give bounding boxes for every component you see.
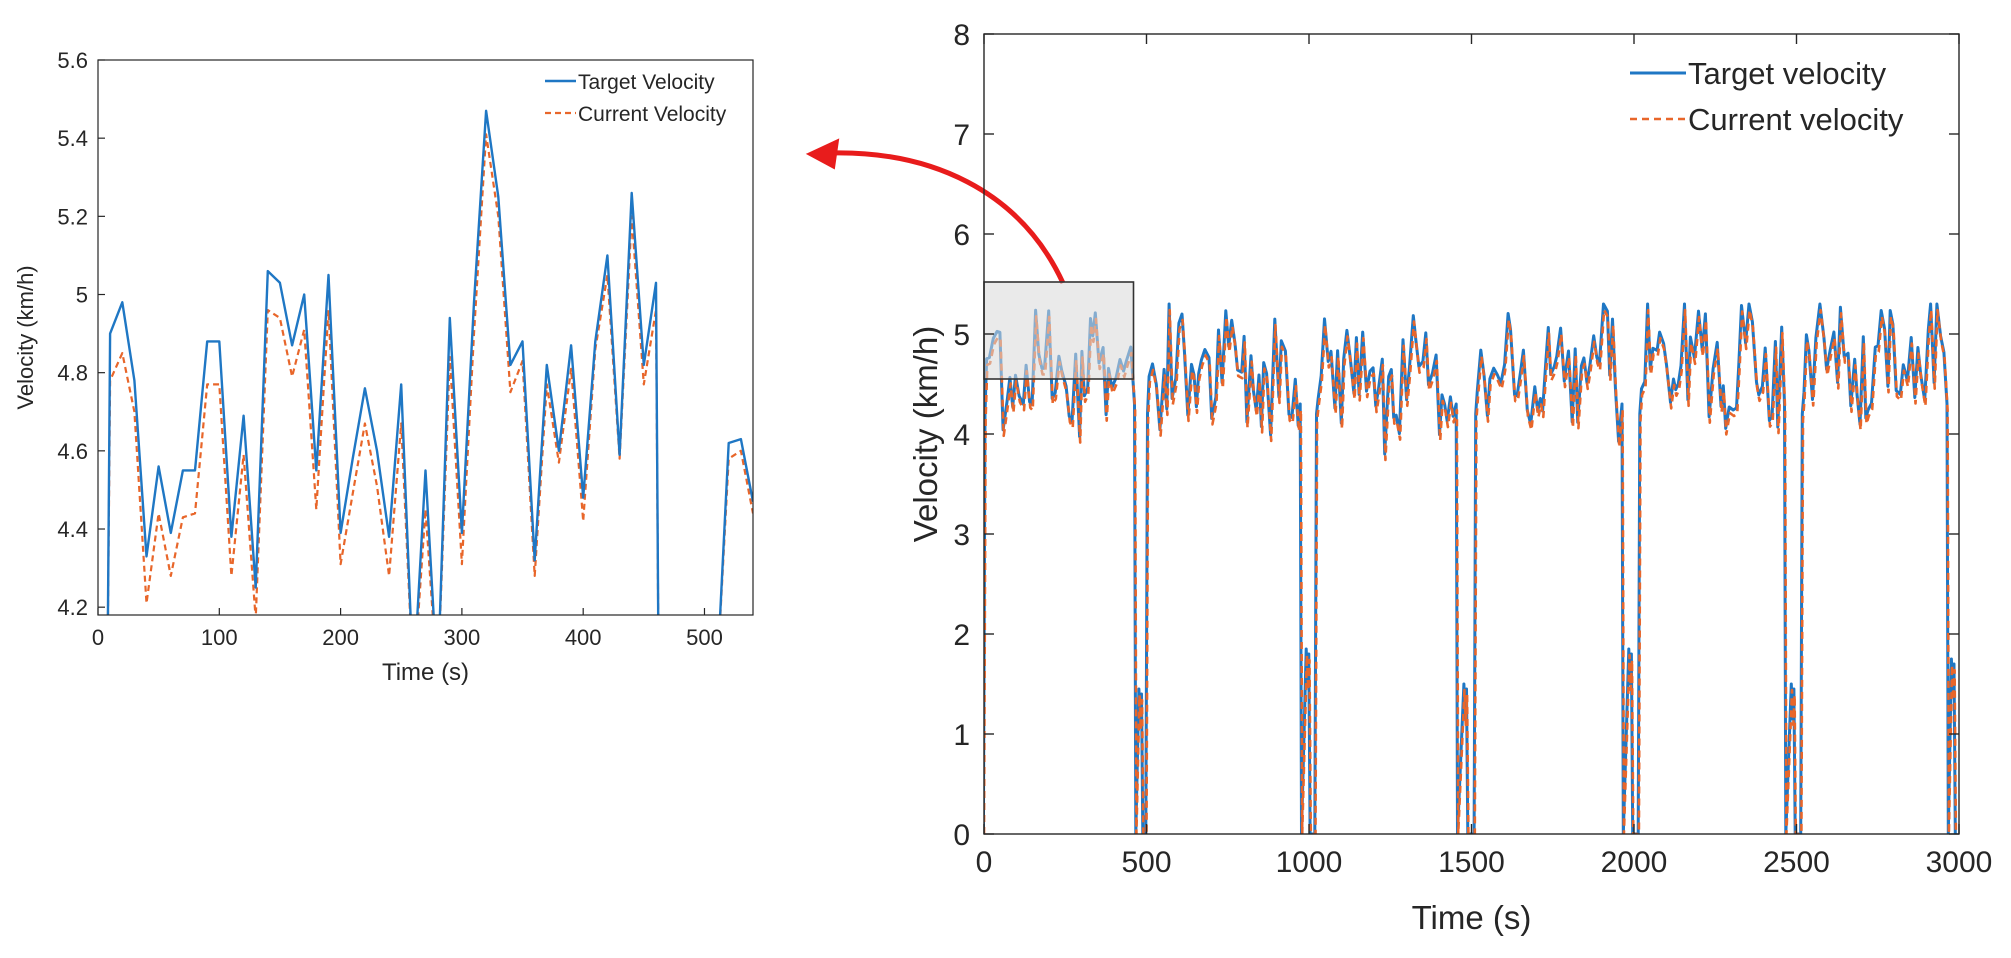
zoom-x-tick-label: 0 (92, 625, 104, 650)
main-x-tick-label: 500 (1121, 846, 1171, 879)
zoom-ticks: 0 100 200 300 400 500 4.2 4.4 4.6 4.8 5 5.2 5.4 5.6 (57, 48, 722, 650)
arrow-curve (827, 150, 1066, 285)
zoom-y-tick-label: 4.4 (57, 517, 88, 542)
main-y-tick-label: 0 (953, 819, 970, 852)
zoom-y-axis-label: Velocity (km/h) (13, 265, 38, 409)
main-axes-frame (983, 33, 1960, 835)
main-y-tick-label: 1 (953, 719, 970, 752)
main-x-axis-label: Time (s) (1412, 899, 1532, 936)
zoom-target-velocity-line (718, 437, 753, 615)
main-x-tick-label: 2500 (1763, 846, 1830, 879)
main-y-tick-label: 7 (953, 119, 970, 152)
arrow-head (805, 138, 840, 170)
main-y-axis-label: Velocity (km/h) (907, 326, 944, 542)
zoom-x-tick-label: 100 (201, 625, 238, 650)
zoom-x-tick-label: 400 (565, 625, 602, 650)
zoom-y-tick-label: 5.2 (57, 204, 88, 229)
zoom-legend: Target Velocity Current Velocity (545, 71, 727, 126)
zoom-y-tick-label: 4.8 (57, 361, 88, 386)
main-chart: 0 500 1000 1500 2000 2500 3000 0 1 2 3 4 5 6 7 8 Time (… (907, 19, 1992, 936)
main-x-tick-label: 2000 (1601, 846, 1668, 879)
main-y-tick-label: 8 (953, 19, 970, 52)
main-legend-target-label: Target velocity (1688, 56, 1887, 91)
main-zoom-region-box (983, 281, 1135, 380)
zoom-target-velocity-line (106, 109, 660, 615)
zoom-axes-frame (97, 59, 754, 616)
zoom-y-tick-label: 4.6 (57, 439, 88, 464)
zoom-x-tick-label: 200 (322, 625, 359, 650)
zoom-legend-current-label: Current Velocity (578, 103, 727, 126)
zoom-y-tick-label: 5 (76, 283, 88, 308)
main-y-tick-label: 5 (953, 319, 970, 352)
main-y-tick-label: 3 (953, 519, 970, 552)
zoom-connector-arrow (805, 138, 1066, 285)
zoom-legend-target-label: Target Velocity (578, 71, 715, 94)
main-legend: Target velocity Current velocity (1630, 56, 1904, 137)
zoom-chart: 0 100 200 300 400 500 4.2 4.4 4.6 4.8 5 5.2 5.4 5.6 T… (13, 48, 754, 686)
main-legend-current-label: Current velocity (1688, 102, 1904, 137)
zoom-series-lines (106, 109, 753, 615)
main-x-tick-label: 1500 (1438, 846, 1505, 879)
main-ticks: 0 500 1000 1500 2000 2500 3000 0 1 2 3 4 5 6 7 8 (953, 19, 1992, 879)
main-x-tick-label: 0 (976, 846, 993, 879)
main-target-velocity-line (984, 302, 1957, 834)
main-series-lines (984, 302, 1958, 834)
zoom-x-tick-label: 300 (444, 625, 481, 650)
main-y-tick-label: 2 (953, 619, 970, 652)
main-x-tick-label: 1000 (1276, 846, 1343, 879)
main-current-velocity-line (984, 308, 1958, 834)
zoom-x-axis-label: Time (s) (382, 659, 469, 686)
main-y-tick-label: 6 (953, 219, 970, 252)
zoom-y-tick-label: 5.6 (57, 48, 88, 73)
zoom-x-tick-label: 500 (686, 625, 723, 650)
zoom-current-velocity-line (106, 133, 660, 615)
zoom-y-tick-label: 5.4 (57, 126, 88, 151)
main-y-tick-label: 4 (953, 419, 970, 452)
main-x-tick-label: 3000 (1926, 846, 1993, 879)
zoom-y-tick-label: 4.2 (57, 595, 88, 620)
